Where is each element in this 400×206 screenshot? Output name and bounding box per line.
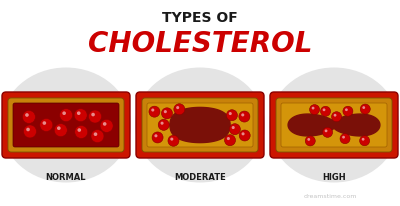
FancyBboxPatch shape [136,92,264,158]
Polygon shape [170,107,230,143]
Text: dreamstime.com: dreamstime.com [303,193,357,199]
Circle shape [325,129,328,132]
Text: HIGH: HIGH [322,173,346,183]
Circle shape [307,138,310,141]
Circle shape [229,112,232,115]
FancyBboxPatch shape [281,103,387,147]
Circle shape [229,124,240,135]
FancyBboxPatch shape [8,98,124,152]
Circle shape [320,106,330,116]
Circle shape [345,108,348,111]
Circle shape [26,128,30,131]
Circle shape [168,135,179,146]
Circle shape [342,136,345,139]
Circle shape [60,109,72,122]
Circle shape [239,111,250,122]
Circle shape [91,113,95,116]
Circle shape [151,109,154,112]
Circle shape [242,132,244,135]
Circle shape [340,134,350,144]
FancyBboxPatch shape [270,92,398,158]
Circle shape [322,127,332,137]
Circle shape [88,110,102,123]
Circle shape [160,122,164,125]
Circle shape [174,104,185,115]
Circle shape [77,111,80,115]
Circle shape [40,118,53,131]
Circle shape [75,125,88,138]
Circle shape [162,108,172,119]
Circle shape [232,126,235,129]
Ellipse shape [1,68,131,183]
Polygon shape [288,114,380,136]
Circle shape [227,137,230,140]
Circle shape [149,106,160,117]
Text: NORMAL: NORMAL [46,173,86,183]
Circle shape [22,110,36,123]
Circle shape [25,113,29,117]
Circle shape [334,114,336,117]
Circle shape [74,109,87,122]
Circle shape [224,135,236,146]
Circle shape [158,119,169,130]
Circle shape [241,113,244,116]
Circle shape [78,128,81,132]
Circle shape [312,107,314,109]
FancyBboxPatch shape [142,98,258,152]
Circle shape [310,105,320,115]
Text: CHOLESTEROL: CHOLESTEROL [88,30,312,58]
Ellipse shape [135,68,265,183]
Circle shape [100,119,113,132]
Circle shape [226,110,238,121]
Circle shape [152,132,163,143]
Circle shape [323,108,326,111]
Circle shape [362,138,364,141]
Text: MODERATE: MODERATE [174,173,226,183]
Circle shape [305,136,315,146]
Circle shape [360,136,370,146]
Circle shape [42,121,46,125]
Circle shape [170,138,173,141]
FancyBboxPatch shape [147,103,253,147]
Circle shape [332,112,342,122]
FancyBboxPatch shape [2,92,130,158]
Circle shape [94,132,97,136]
Circle shape [362,106,365,109]
Ellipse shape [269,68,399,183]
Circle shape [360,104,370,114]
Circle shape [91,130,104,143]
FancyBboxPatch shape [276,98,392,152]
Circle shape [54,124,67,137]
FancyBboxPatch shape [13,103,119,147]
Circle shape [154,134,158,137]
Circle shape [239,130,250,141]
Circle shape [24,125,36,138]
Circle shape [62,111,66,115]
Circle shape [103,122,106,126]
Circle shape [164,110,167,113]
Circle shape [343,106,353,116]
Circle shape [57,126,61,130]
Circle shape [176,106,179,109]
Text: TYPES OF: TYPES OF [162,11,238,25]
